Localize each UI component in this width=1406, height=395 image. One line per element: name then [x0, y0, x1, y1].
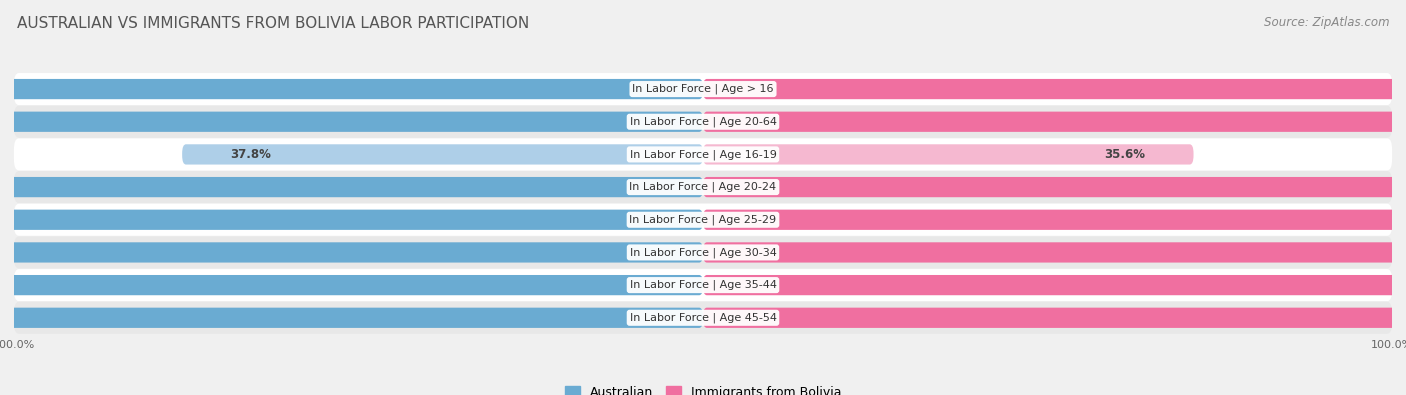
FancyBboxPatch shape: [703, 79, 1406, 99]
FancyBboxPatch shape: [703, 242, 1406, 263]
Text: 37.8%: 37.8%: [231, 148, 271, 161]
Legend: Australian, Immigrants from Bolivia: Australian, Immigrants from Bolivia: [560, 381, 846, 395]
FancyBboxPatch shape: [0, 242, 703, 263]
FancyBboxPatch shape: [0, 275, 703, 295]
Text: AUSTRALIAN VS IMMIGRANTS FROM BOLIVIA LABOR PARTICIPATION: AUSTRALIAN VS IMMIGRANTS FROM BOLIVIA LA…: [17, 16, 529, 31]
FancyBboxPatch shape: [703, 144, 1194, 165]
FancyBboxPatch shape: [703, 275, 1406, 295]
Text: In Labor Force | Age 30-34: In Labor Force | Age 30-34: [630, 247, 776, 258]
FancyBboxPatch shape: [14, 106, 1392, 138]
Text: In Labor Force | Age 20-64: In Labor Force | Age 20-64: [630, 117, 776, 127]
Text: Source: ZipAtlas.com: Source: ZipAtlas.com: [1264, 16, 1389, 29]
FancyBboxPatch shape: [703, 210, 1406, 230]
FancyBboxPatch shape: [0, 210, 703, 230]
Text: In Labor Force | Age 16-19: In Labor Force | Age 16-19: [630, 149, 776, 160]
FancyBboxPatch shape: [183, 144, 703, 165]
Text: 35.6%: 35.6%: [1104, 148, 1146, 161]
FancyBboxPatch shape: [0, 79, 703, 99]
FancyBboxPatch shape: [703, 112, 1406, 132]
FancyBboxPatch shape: [14, 171, 1392, 203]
FancyBboxPatch shape: [14, 138, 1392, 170]
Text: In Labor Force | Age 20-24: In Labor Force | Age 20-24: [630, 182, 776, 192]
FancyBboxPatch shape: [703, 308, 1406, 328]
FancyBboxPatch shape: [14, 204, 1392, 236]
FancyBboxPatch shape: [14, 302, 1392, 334]
Text: In Labor Force | Age 35-44: In Labor Force | Age 35-44: [630, 280, 776, 290]
FancyBboxPatch shape: [14, 73, 1392, 105]
FancyBboxPatch shape: [0, 177, 703, 197]
Text: In Labor Force | Age 25-29: In Labor Force | Age 25-29: [630, 214, 776, 225]
Text: In Labor Force | Age 45-54: In Labor Force | Age 45-54: [630, 312, 776, 323]
FancyBboxPatch shape: [14, 237, 1392, 269]
Text: In Labor Force | Age > 16: In Labor Force | Age > 16: [633, 84, 773, 94]
FancyBboxPatch shape: [703, 177, 1406, 197]
FancyBboxPatch shape: [0, 112, 703, 132]
FancyBboxPatch shape: [0, 308, 703, 328]
FancyBboxPatch shape: [14, 269, 1392, 301]
